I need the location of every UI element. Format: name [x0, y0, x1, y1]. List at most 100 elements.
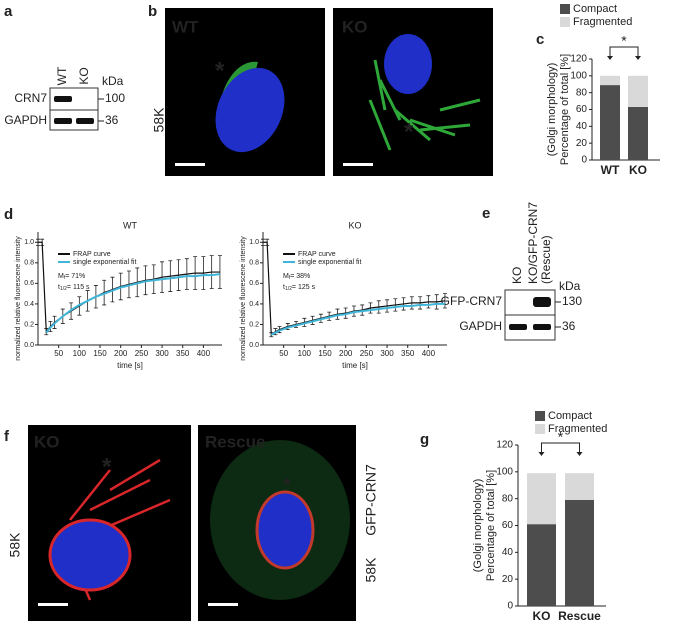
- unit-label: kDa: [102, 74, 124, 88]
- stain-label: 58K: [7, 532, 23, 558]
- marker: *: [283, 474, 291, 496]
- x-axis-label: time [s]: [117, 361, 143, 370]
- y-tick-label: 20: [502, 574, 514, 585]
- legend-label: single exponential fit: [298, 259, 361, 266]
- legend-swatch: [560, 4, 570, 14]
- legend-swatch: [535, 411, 545, 421]
- y-tick-label: 60: [576, 104, 588, 115]
- stain-label: 58K: [363, 557, 379, 583]
- image-label: KO: [34, 432, 60, 451]
- y-tick-label: 0.0: [24, 342, 34, 349]
- band: [533, 324, 551, 330]
- x-tick-label: 150: [93, 349, 107, 358]
- y-tick-label: 0.8: [24, 260, 34, 267]
- size-label: 36: [105, 113, 119, 127]
- panel-label: b: [148, 3, 157, 20]
- marker: *: [404, 118, 414, 145]
- lane-label: (Rescue): [539, 235, 553, 284]
- x-tick-label: 100: [73, 349, 87, 358]
- panel-label: d: [4, 206, 13, 223]
- lane-label: KO/GFP-CRN7: [526, 202, 540, 284]
- y-axis-label: (Golgi morphology): [472, 479, 484, 573]
- y-tick-label: 80: [576, 87, 588, 98]
- nucleus: [384, 34, 432, 94]
- annotation-rest: = 71%: [65, 273, 85, 280]
- y-tick-label: 0.2: [249, 321, 259, 328]
- scale-bar: [208, 603, 238, 606]
- x-axis-label: time [s]: [342, 361, 368, 370]
- x-tick-label: 200: [339, 349, 353, 358]
- size-label: 100: [105, 91, 125, 105]
- y-tick-label: 1.0: [249, 239, 259, 246]
- legend-swatch: [560, 17, 570, 27]
- legend-label: Fragmented: [548, 423, 607, 435]
- bar-segment: [600, 85, 620, 160]
- y-tick-label: 0.4: [249, 301, 259, 308]
- x-tick-label: KO: [533, 609, 551, 623]
- x-tick-label: 400: [197, 349, 211, 358]
- bar-segment: [565, 473, 594, 501]
- annotation: Mf= 38%: [283, 273, 310, 281]
- annotation-sub: 1/2: [285, 286, 292, 292]
- legend-swatch: [535, 424, 545, 434]
- y-tick-label: 80: [502, 493, 514, 504]
- row-label: GAPDH: [459, 319, 502, 333]
- legend-label: FRAP curve: [73, 251, 111, 258]
- y-tick-label: 40: [502, 547, 514, 558]
- x-tick-label: WT: [601, 163, 620, 177]
- x-tick-label: 150: [318, 349, 332, 358]
- annotation-sub: f: [289, 275, 291, 281]
- image-label: WT: [172, 17, 199, 36]
- arrowhead: [576, 452, 583, 456]
- y-tick-label: 120: [496, 440, 513, 451]
- lane-label: KO: [510, 267, 524, 284]
- data-line: [270, 302, 445, 336]
- x-tick-label: KO: [629, 163, 647, 177]
- error-bar: [217, 255, 222, 289]
- chart-title: KO: [348, 220, 361, 230]
- arrowhead: [538, 452, 545, 456]
- annotation-sub: f: [64, 275, 66, 281]
- image-label: KO: [342, 17, 368, 36]
- arrowhead: [635, 56, 641, 60]
- x-tick-label: 400: [422, 349, 436, 358]
- legend-label: single exponential fit: [73, 259, 136, 266]
- lane-label: KO: [77, 67, 91, 84]
- size-label: 36: [562, 319, 576, 333]
- bar-segment: [600, 75, 620, 86]
- legend-label: Compact: [548, 410, 592, 422]
- y-tick-label: 60: [502, 520, 514, 531]
- annotation: t1/2= 115 s: [58, 284, 90, 292]
- panel-label: f: [4, 428, 10, 445]
- x-tick-label: 350: [176, 349, 190, 358]
- y-tick-label: 0: [507, 601, 513, 612]
- y-axis-label: normalized relative fluorescene intensit…: [240, 236, 247, 361]
- legend-label: Fragmented: [573, 16, 632, 28]
- y-axis-label: Percentage of total [%]: [485, 470, 497, 581]
- x-tick-label: 50: [54, 349, 63, 358]
- y-tick-label: 0.2: [24, 321, 34, 328]
- size-label: 130: [562, 294, 582, 308]
- error-bar: [442, 293, 447, 309]
- data-line: [45, 273, 221, 334]
- y-tick-label: 0.4: [24, 301, 34, 308]
- y-tick-label: 100: [496, 466, 513, 477]
- stain-label: GFP-CRN7: [363, 464, 379, 536]
- y-tick-label: 20: [576, 138, 588, 149]
- band: [509, 324, 527, 330]
- nucleus: [215, 67, 285, 153]
- bar-segment: [565, 500, 594, 606]
- annotation-main: t: [283, 284, 285, 291]
- row-label: GFP-CRN7: [441, 294, 503, 308]
- annotation-sub: 1/2: [60, 286, 67, 292]
- bar-segment: [628, 106, 648, 160]
- row-label: CRN7: [14, 91, 47, 105]
- y-tick-label: 1.0: [24, 239, 34, 246]
- x-tick-label: 50: [279, 349, 288, 358]
- marker: *: [215, 57, 225, 84]
- y-tick-label: 100: [570, 70, 587, 81]
- legend-label: Compact: [573, 3, 617, 15]
- bar-segment: [527, 524, 556, 606]
- y-tick-label: 0.8: [249, 260, 259, 267]
